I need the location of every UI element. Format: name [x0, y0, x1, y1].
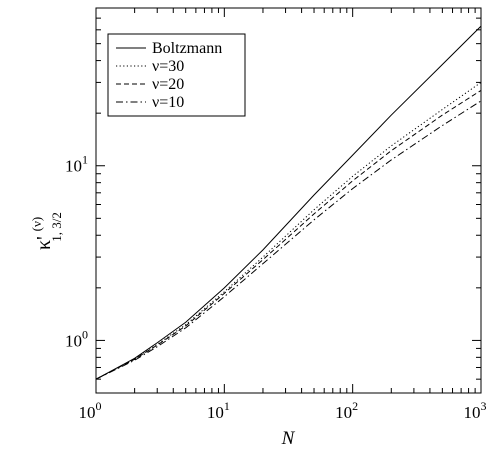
x-tick-label: 100: [79, 399, 102, 422]
y-axis-label-subscript: 1, 3/2: [49, 212, 64, 242]
y-tick-label: 100: [65, 327, 88, 350]
series-line-3: [96, 90, 481, 379]
series-line-4: [96, 101, 481, 379]
legend-label: Boltzmann: [152, 40, 222, 57]
legend-label: ν=10: [152, 94, 184, 111]
y-axis-label-superscript: (ν): [29, 217, 44, 232]
x-axis-label: N: [281, 428, 296, 449]
legend-label: ν=30: [152, 58, 184, 75]
x-tick-label: 102: [335, 399, 358, 422]
x-tick-label: 101: [207, 399, 230, 422]
y-tick-label: 101: [65, 153, 88, 176]
y-axis-label: κ' (ν) 1, 3/2: [24, 212, 64, 250]
x-tick-label: 103: [464, 399, 487, 422]
series-line-2: [96, 82, 481, 379]
legend-label: ν=20: [152, 76, 184, 93]
